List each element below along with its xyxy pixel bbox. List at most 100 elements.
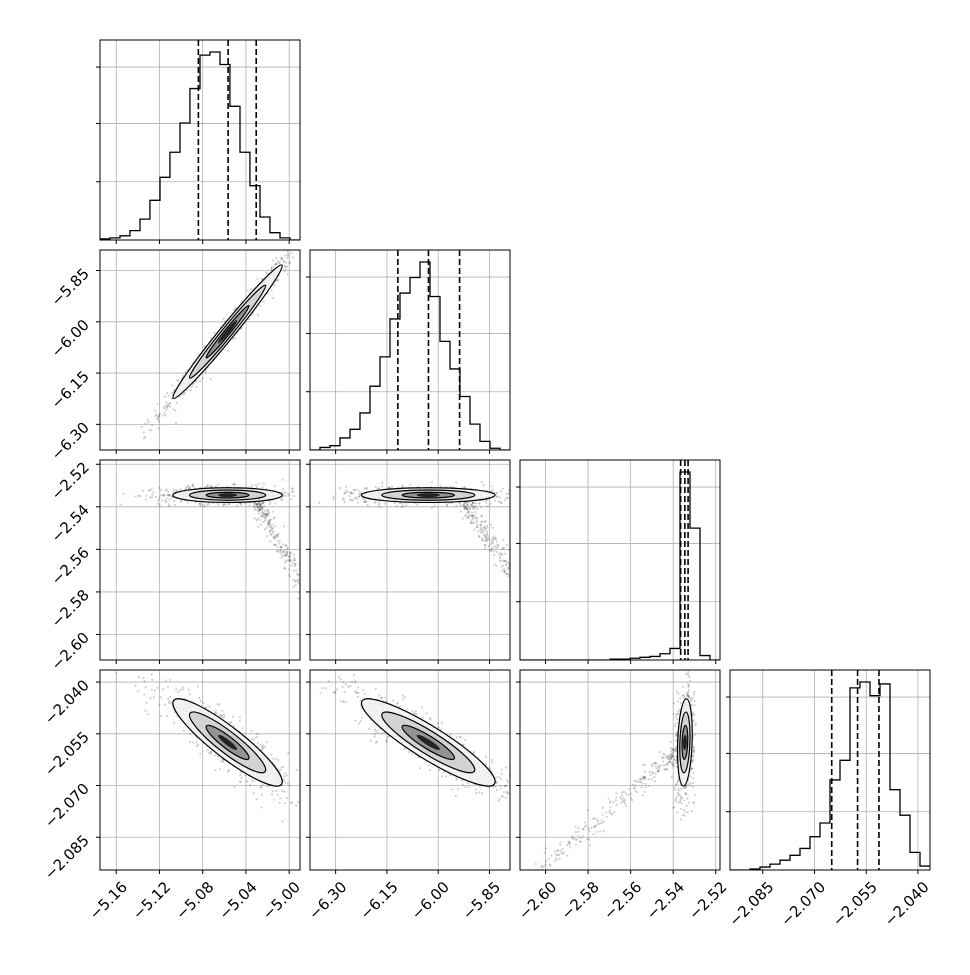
scatter-point bbox=[284, 772, 286, 774]
scatter-point bbox=[623, 791, 625, 793]
scatter-point bbox=[561, 848, 563, 850]
scatter-point bbox=[386, 741, 388, 743]
scatter-point bbox=[574, 825, 576, 827]
scatter-point bbox=[200, 700, 202, 702]
scatter-point bbox=[690, 775, 692, 777]
scatter-point bbox=[676, 718, 678, 720]
scatter-point bbox=[381, 696, 383, 698]
scatter-point bbox=[505, 797, 507, 799]
scatter-point bbox=[413, 712, 415, 714]
scatter-point bbox=[275, 257, 277, 259]
scatter-point bbox=[258, 508, 260, 510]
scatter-point bbox=[502, 539, 504, 541]
scatter-point bbox=[282, 551, 284, 553]
scatter-point bbox=[512, 572, 514, 574]
scatter-point bbox=[296, 769, 298, 771]
scatter-point bbox=[596, 823, 598, 825]
scatter-point bbox=[513, 571, 515, 573]
scatter-point bbox=[157, 687, 159, 689]
scatter-point bbox=[490, 485, 492, 487]
scatter-point bbox=[274, 263, 276, 265]
scatter-point bbox=[284, 562, 286, 564]
scatter-point bbox=[164, 414, 166, 416]
scatter-point bbox=[429, 769, 431, 771]
scatter-point bbox=[515, 575, 517, 577]
scatter-point bbox=[596, 831, 598, 833]
scatter-point bbox=[256, 503, 258, 505]
scatter-point bbox=[491, 761, 493, 763]
scatter-point bbox=[280, 769, 282, 771]
scatter-point bbox=[535, 604, 537, 606]
scatter-point bbox=[480, 527, 482, 529]
scatter-point bbox=[166, 392, 168, 394]
scatter-point bbox=[195, 386, 197, 388]
scatter-point bbox=[688, 802, 690, 804]
scatter-point bbox=[286, 797, 288, 799]
scatter-point bbox=[184, 392, 186, 394]
scatter-point bbox=[569, 843, 571, 845]
scatter-point bbox=[531, 604, 533, 606]
scatter-point bbox=[364, 693, 366, 695]
scatter-point bbox=[606, 816, 608, 818]
scatter-point bbox=[278, 262, 280, 264]
scatter-point bbox=[266, 527, 268, 529]
scatter-point bbox=[687, 674, 689, 676]
scatter-point bbox=[256, 733, 258, 735]
scatter-point bbox=[402, 505, 404, 507]
scatter-point bbox=[347, 686, 349, 688]
scatter-point bbox=[345, 486, 347, 488]
scatter-point bbox=[306, 599, 308, 601]
scatter-point bbox=[514, 584, 516, 586]
scatter-point bbox=[531, 591, 533, 593]
scatter-point bbox=[505, 563, 507, 565]
scatter-point bbox=[504, 785, 506, 787]
scatter-point bbox=[160, 494, 162, 496]
scatter-point bbox=[301, 493, 303, 495]
scatter-point bbox=[675, 783, 677, 785]
scatter-point bbox=[253, 509, 255, 511]
scatter-point bbox=[402, 694, 404, 696]
scatter-point bbox=[384, 696, 386, 698]
scatter-point bbox=[173, 500, 175, 502]
scatter-point bbox=[468, 517, 470, 519]
scatter-point bbox=[587, 809, 589, 811]
scatter-point bbox=[128, 656, 130, 658]
scatter-point bbox=[522, 592, 524, 594]
scatter-point bbox=[489, 539, 491, 541]
scatter-point bbox=[495, 786, 497, 788]
scatter-point bbox=[409, 483, 411, 485]
scatter-point bbox=[478, 536, 480, 538]
scatter-point bbox=[283, 261, 285, 263]
scatter-point bbox=[670, 750, 672, 752]
scatter-point bbox=[340, 700, 342, 702]
scatter-point bbox=[437, 726, 439, 728]
scatter-point bbox=[450, 734, 452, 736]
scatter-point bbox=[671, 761, 673, 763]
scatter-point bbox=[612, 801, 614, 803]
scatter-point bbox=[689, 680, 691, 682]
scatter-point bbox=[680, 808, 682, 810]
scatter-point bbox=[677, 792, 679, 794]
scatter-point bbox=[306, 581, 308, 583]
scatter-point bbox=[303, 495, 305, 497]
scatter-point bbox=[514, 566, 516, 568]
scatter-point bbox=[496, 492, 498, 494]
scatter-point bbox=[287, 752, 289, 754]
scatter-point bbox=[506, 792, 508, 794]
scatter-point bbox=[536, 613, 538, 615]
scatter-point bbox=[220, 714, 222, 716]
scatter-point bbox=[675, 716, 677, 718]
scatter-point bbox=[262, 745, 264, 747]
scatter-point bbox=[269, 530, 271, 532]
scatter-point bbox=[267, 293, 269, 295]
scatter-point bbox=[293, 559, 295, 561]
scatter-point bbox=[431, 481, 433, 483]
scatter-point bbox=[529, 879, 531, 881]
scatter-point bbox=[677, 713, 679, 715]
scatter-point bbox=[286, 774, 288, 776]
scatter-point bbox=[280, 547, 282, 549]
scatter-point bbox=[693, 801, 695, 803]
scatter-point bbox=[290, 802, 292, 804]
scatter-point bbox=[602, 814, 604, 816]
